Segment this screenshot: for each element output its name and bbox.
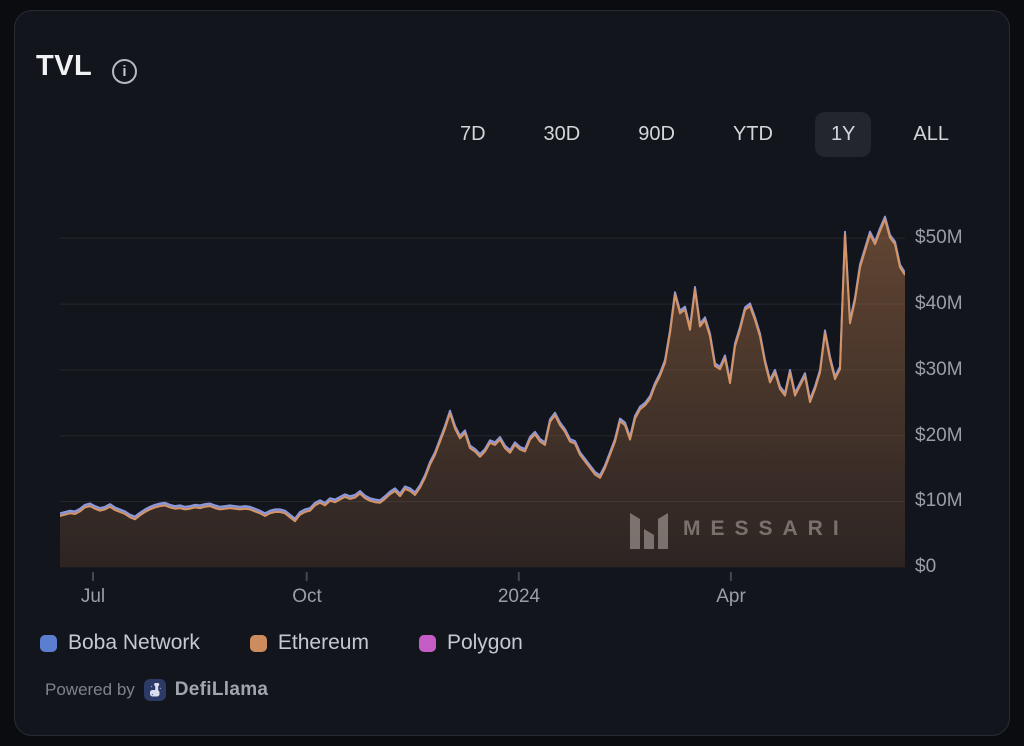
- page-title: TVL: [36, 50, 93, 82]
- x-axis-label: Oct: [292, 586, 322, 607]
- y-axis-label: $30M: [915, 359, 963, 380]
- legend-swatch-icon: [418, 634, 436, 652]
- y-axis-label: $50M: [915, 227, 963, 248]
- range-selector: 7D 30D 90D YTD 1Y ALL: [444, 112, 965, 157]
- legend-swatch-icon: [249, 634, 267, 652]
- legend-swatch-icon: [40, 634, 57, 652]
- tvl-chart-svg[interactable]: [60, 200, 905, 590]
- legend-item-boba-network[interactable]: Boba Network: [40, 631, 200, 655]
- range-button-30d[interactable]: 30D: [543, 123, 581, 145]
- range-button-ytd[interactable]: YTD: [732, 123, 773, 145]
- range-button-all[interactable]: ALL: [913, 123, 949, 145]
- y-axis-label: $20M: [915, 425, 963, 446]
- legend-item-polygon[interactable]: Polygon: [418, 631, 523, 655]
- x-axis-label: Apr: [716, 586, 746, 607]
- x-axis-label: Jul: [80, 586, 106, 607]
- defillama-logo-icon: [143, 679, 166, 701]
- legend-label: Ethereum: [277, 631, 369, 654]
- x-axis-label: 2024: [497, 586, 541, 607]
- range-button-90d[interactable]: 90D: [638, 123, 675, 145]
- powered-by-label: Powered by: [45, 680, 135, 699]
- range-button-1y[interactable]: 1Y: [814, 112, 872, 157]
- powered-by-row: Powered by DefiLlama: [45, 679, 268, 701]
- y-axis-label: $0: [915, 556, 937, 577]
- y-axis-label: $10M: [915, 490, 963, 511]
- legend-item-ethereum[interactable]: Ethereum: [249, 631, 369, 655]
- defillama-brand[interactable]: DefiLlama: [174, 679, 269, 700]
- info-icon[interactable]: i: [112, 59, 137, 84]
- legend-label: Polygon: [446, 631, 523, 654]
- legend: Boba Network Ethereum Polygon: [40, 631, 523, 655]
- legend-label: Boba Network: [68, 631, 200, 654]
- range-button-7d[interactable]: 7D: [459, 123, 486, 145]
- y-axis-label: $40M: [915, 293, 963, 314]
